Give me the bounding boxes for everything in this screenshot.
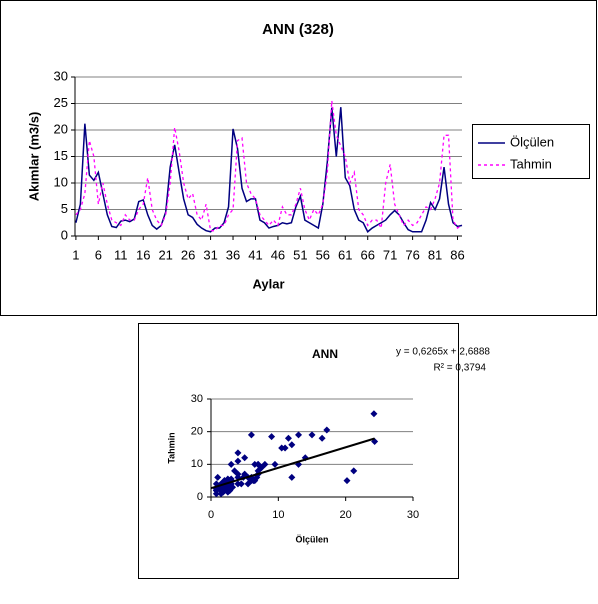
x-axis-label: Aylar bbox=[252, 276, 284, 291]
y-tick-label: 5 bbox=[61, 201, 68, 216]
annotation: y = 0,6265x + 2,6888 bbox=[396, 347, 490, 358]
annotation: R² = 0,3794 bbox=[433, 363, 486, 374]
scatter-point bbox=[323, 426, 331, 434]
trendline bbox=[210, 437, 375, 490]
x-tick-label: 16 bbox=[136, 247, 150, 262]
x-tick-label: 36 bbox=[226, 247, 240, 262]
x-tick-label: 10 bbox=[272, 509, 284, 521]
x-tick-label: 11 bbox=[114, 247, 128, 262]
x-tick-label: 0 bbox=[208, 509, 214, 521]
x-tick-label: 6 bbox=[95, 247, 102, 262]
y-tick-label: 30 bbox=[54, 68, 68, 83]
chart-title: ANN bbox=[312, 347, 338, 361]
y-tick-label: 25 bbox=[54, 95, 68, 110]
y-axis-label: Akımlar (m3/s) bbox=[26, 112, 41, 202]
scatter-point bbox=[247, 431, 255, 439]
scatter-point bbox=[249, 477, 257, 485]
x-tick-label: 66 bbox=[360, 247, 374, 262]
y-tick-label: 10 bbox=[191, 458, 203, 470]
scatter-point bbox=[227, 460, 235, 468]
scatter-point bbox=[241, 470, 249, 478]
scatter-point bbox=[370, 410, 378, 418]
x-tick-label: 51 bbox=[293, 247, 307, 262]
scatter-point bbox=[244, 480, 252, 488]
x-tick-label: 21 bbox=[158, 247, 172, 262]
x-tick-label: 76 bbox=[405, 247, 419, 262]
series-line bbox=[75, 107, 463, 233]
x-tick-label: 26 bbox=[181, 247, 195, 262]
y-tick-label: 0 bbox=[61, 227, 68, 242]
y-tick-label: 20 bbox=[191, 426, 203, 438]
y-axis-label: Tahmin bbox=[166, 432, 176, 463]
scatter-point bbox=[234, 449, 242, 457]
legend-label: Ölçülen bbox=[510, 134, 554, 149]
scatter-point bbox=[295, 431, 303, 439]
x-tick-label: 56 bbox=[316, 247, 330, 262]
scatter-point bbox=[231, 467, 239, 475]
scatter-point bbox=[241, 454, 249, 462]
scatter-point bbox=[234, 480, 242, 488]
scatter-point bbox=[288, 441, 296, 449]
scatter-point bbox=[220, 486, 228, 494]
x-tick-label: 20 bbox=[340, 509, 352, 521]
x-tick-label: 1 bbox=[72, 247, 79, 262]
x-tick-label: 71 bbox=[383, 247, 397, 262]
scatter-point bbox=[350, 467, 358, 475]
scatter-point bbox=[234, 457, 242, 465]
x-tick-label: 86 bbox=[450, 247, 464, 262]
y-tick-label: 15 bbox=[54, 148, 68, 163]
legend-label: Tahmin bbox=[510, 156, 552, 171]
x-tick-label: 30 bbox=[407, 509, 419, 521]
scatter-point bbox=[271, 460, 279, 468]
chart-frame bbox=[138, 323, 459, 579]
scatter-point bbox=[268, 433, 276, 441]
scatter-point bbox=[318, 434, 326, 442]
scatter-point bbox=[254, 460, 262, 468]
scatter-point bbox=[308, 431, 316, 439]
y-tick-label: 20 bbox=[54, 121, 68, 136]
x-tick-label: 46 bbox=[271, 247, 285, 262]
y-tick-label: 10 bbox=[54, 174, 68, 189]
scatter-point bbox=[284, 434, 292, 442]
scatter-point bbox=[288, 473, 296, 481]
scatter-point bbox=[343, 477, 351, 485]
y-tick-label: 0 bbox=[197, 491, 203, 503]
legend-box bbox=[472, 124, 590, 179]
x-tick-label: 41 bbox=[248, 247, 262, 262]
x-tick-label: 61 bbox=[338, 247, 352, 262]
x-axis-label: Ölçülen bbox=[295, 534, 328, 544]
x-tick-label: 31 bbox=[203, 247, 217, 262]
series-line bbox=[75, 100, 463, 232]
y-tick-label: 30 bbox=[191, 393, 203, 405]
x-tick-label: 81 bbox=[428, 247, 442, 262]
scatter-point bbox=[214, 473, 222, 481]
scatter-point bbox=[281, 444, 289, 452]
chart-title: ANN (328) bbox=[262, 21, 334, 38]
